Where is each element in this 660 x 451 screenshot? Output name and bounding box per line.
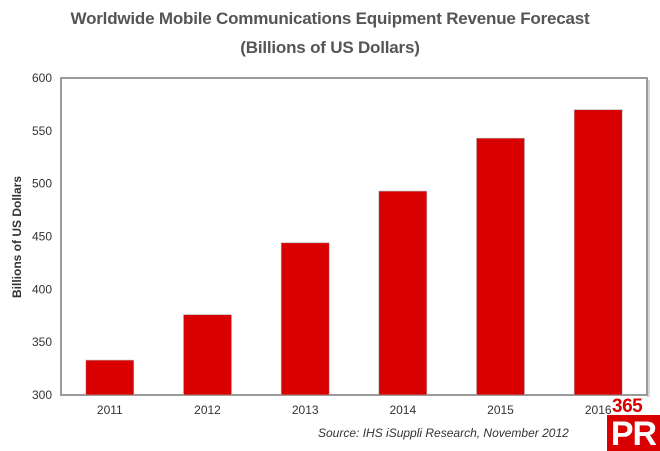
bar-2014 [378,190,428,396]
bars-group [85,109,623,396]
bar-2011 [85,359,135,396]
watermark-logo-number: 365 [612,396,643,417]
bar-2012 [183,314,232,396]
x-tick-label: 2015 [487,403,514,417]
y-tick-label: 300 [32,388,52,402]
y-tick-label: 600 [32,71,52,85]
y-axis-ticks: 300 350 400 450 500 550 600 [32,71,52,402]
y-tick-label: 450 [32,230,52,244]
chart-subtitle: (Billions of US Dollars) [240,38,420,57]
bar-2013 [280,242,330,396]
x-tick-label: 2016 [585,403,612,417]
y-tick-label: 500 [32,177,52,191]
bar-2015 [476,137,525,396]
chart-title: Worldwide Mobile Communications Equipmen… [70,9,590,28]
y-axis-label: Billions of US Dollars [10,176,24,298]
x-tick-label: 2013 [292,403,319,417]
x-tick-label: 2012 [194,403,221,417]
watermark-logo-box: PR [607,415,660,451]
x-axis-ticks: 2011 2012 2013 2014 2015 2016 [97,403,612,417]
plot-border [60,77,648,396]
plot-frame [60,77,650,397]
y-tick-label: 350 [32,335,52,349]
y-tick-label: 400 [32,282,52,296]
x-tick-label: 2014 [389,403,416,417]
x-tick-label: 2011 [97,403,123,417]
source-note: Source: IHS iSuppli Research, November 2… [318,426,569,440]
bar-2016 [573,109,623,396]
y-tick-label: 550 [32,124,52,138]
plot-shadow [647,80,650,397]
